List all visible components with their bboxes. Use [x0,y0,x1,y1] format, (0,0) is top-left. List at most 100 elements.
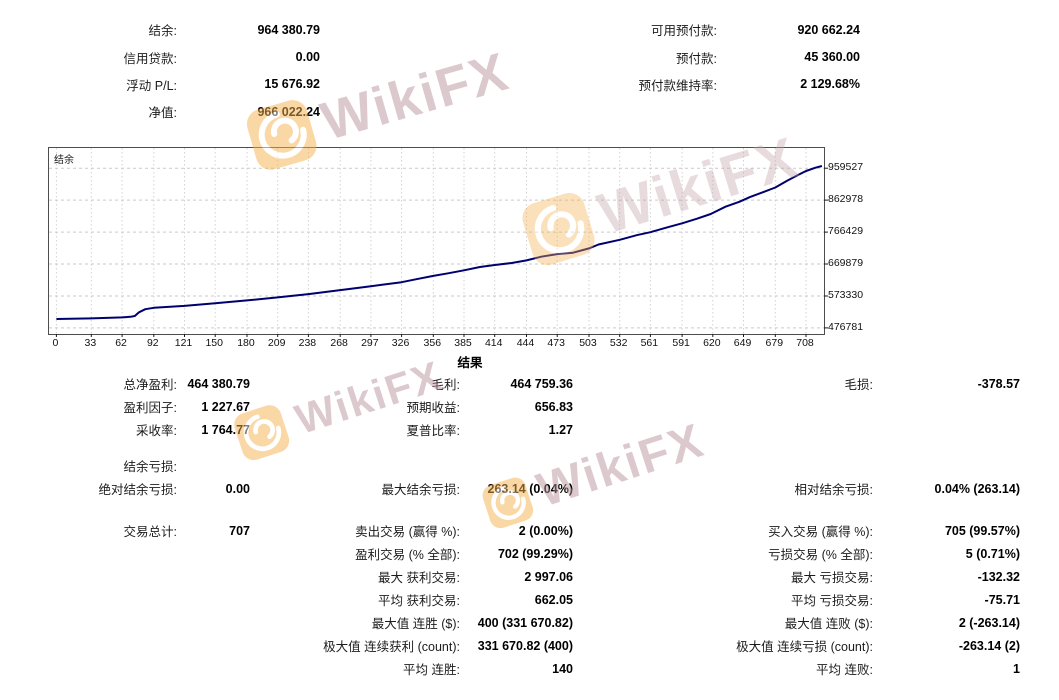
stat-label: 平均 连胜: [403,663,460,677]
stat-label: 夏普比率: [406,424,460,438]
summary-value: 964 380.79 [257,22,320,37]
results-row: 最大值 连胜 ($): 400 (331 670.82) 最大值 连败 ($): 2 … [0,611,1020,634]
summary-label: 浮动 P/L: [126,78,177,93]
x-axis-tick-label: 385 [454,337,472,349]
stat-value: 2 997.06 [524,569,573,584]
summary-value: 15 676.92 [264,77,320,92]
stat-value: 331 670.82 (400) [477,638,573,653]
stat-value: 705 (99.57%) [944,523,1020,538]
summary-row: 浮动 P/L: 15 676.92 [0,71,320,98]
stat-value: 5 (0.71%) [965,546,1020,561]
stat-value: -132.32 [977,569,1020,584]
results-header: 结果 [457,356,483,370]
stat-label: 平均 连败: [816,663,873,677]
x-axis-tick-label: 121 [174,337,193,349]
stat-label: 亏损交易 (% 全部): [768,548,873,562]
summary-row: 信用贷款: 0.00 [0,43,320,70]
results-row: 极大值 连续获利 (count): 331 670.82 (400) 极大值 连续亏… [0,634,1020,657]
stat-label: 平均 获利交易: [378,594,460,608]
stat-value: -75.71 [984,592,1020,607]
x-axis-tick-label: 0 [52,337,59,349]
x-axis-tick-label: 92 [146,337,159,349]
x-axis-tick-label: 444 [516,337,535,349]
y-axis-tick-label: 766429 [828,225,864,238]
summary-row: 结余: 964 380.79 [0,16,320,43]
stat-value: 2 (-263.14) [958,615,1020,630]
summary-value: 45 360.00 [804,50,860,65]
summary-label: 信用贷款: [123,51,177,66]
stat-value: -378.57 [977,376,1020,391]
x-axis-tick-label: 297 [361,337,379,349]
y-axis-tick-label: 669879 [828,257,864,270]
account-summary-right: 可用预付款: 920 662.24 预付款: 45 360.00 预付款维持率: 2 12… [540,16,860,98]
stat-value: 400 (331 670.82) [477,615,573,630]
stat-label: 预期收益: [406,401,460,415]
summary-value: 966 022.24 [257,104,320,119]
stat-value: -263.14 (2) [958,638,1020,653]
x-axis-tick-label: 268 [330,337,348,349]
results-row: 盈利交易 (% 全部): 702 (99.29%) 亏损交易 (% 全部): 5 (0… [0,542,1020,565]
stat-value: 0.04% (263.14) [934,481,1020,496]
results-row: 盈利因子: 1 227.67 预期收益: 656.83 [0,395,1020,418]
summary-label: 预付款: [676,51,717,66]
stat-value: 656.83 [534,399,573,414]
stat-value: 662.05 [534,592,573,607]
stat-value: 702 (99.29%) [497,546,573,561]
summary-row: 预付款: 45 360.00 [540,43,860,70]
stat-value: 140 [552,661,573,676]
summary-row: 净值: 966 022.24 [0,98,320,125]
summary-row: 可用预付款: 920 662.24 [540,16,860,43]
stat-value: 2 (0.00%) [518,523,573,538]
balance-chart: 结余 [48,147,828,337]
stat-label: 盈利交易 (% 全部): [355,548,460,562]
stat-label: 交易总计: [123,525,177,539]
y-axis-tick-label: 573330 [828,288,864,301]
chart-x-axis: 0 33 62 92 121 150 180 209 238 268 297 326 356 385 414… [48,337,833,349]
account-summary-left: 结余: 964 380.79 信用贷款: 0.00 浮动 P/L: 15 676.92 净值… [0,16,320,126]
results-table: 总净盈利: 464 380.79 毛利: 464 759.36 毛损: -378.57 盈利… [0,372,1020,680]
y-axis-tick-label: 959527 [828,161,864,174]
summary-label: 净值: [148,106,177,121]
results-row: 交易总计: 707 卖出交易 (赢得 %): 2 (0.00%) 买入交易 (赢得 %)… [0,519,1020,542]
wikifx-watermark-text: WikiFX [314,41,516,152]
chart-y-axis: 476781 573330 669879 766429 862978 959527 [828,147,878,333]
stat-label: 绝对结余亏损: [98,483,177,497]
x-axis-tick-label: 503 [579,337,597,349]
stat-label: 采收率: [136,424,177,438]
stat-value: 1 [1013,661,1020,676]
stat-value: 1 764.77 [201,422,250,437]
balance-curve [49,148,828,337]
x-axis-tick-label: 180 [237,337,255,349]
stat-label: 极大值 连续亏损 (count): [736,640,873,654]
stat-label: 平均 亏损交易: [791,594,873,608]
stat-label: 盈利因子: [123,401,177,415]
results-row: 绝对结余亏损: 0.00 最大结余亏损: 263.14 (0.04%) 相对结余亏损: 0… [0,477,1020,500]
stat-label: 最大结余亏损: [381,483,460,497]
x-axis-tick-label: 532 [609,337,628,349]
x-axis-tick-label: 679 [765,337,784,349]
summary-label: 可用预付款: [651,24,717,39]
y-axis-tick-label: 476781 [828,320,864,333]
x-axis-tick-label: 708 [796,337,814,349]
x-axis-tick-label: 561 [640,337,659,349]
summary-value: 920 662.24 [797,22,860,37]
stat-label: 最大 亏损交易: [791,571,873,585]
x-axis-tick-label: 238 [298,337,317,349]
x-axis-tick-label: 356 [423,337,442,349]
stat-value: 464 759.36 [510,376,573,391]
stat-label: 总净盈利: [123,378,177,392]
x-axis-tick-label: 620 [703,337,721,349]
stat-value: 0.00 [225,481,250,496]
stat-label: 最大 获利交易: [378,571,460,585]
summary-label: 结余: [148,24,177,39]
stat-label: 卖出交易 (赢得 %): [355,525,460,539]
results-row: 平均 获利交易: 662.05 平均 亏损交易: -75.71 [0,588,1020,611]
stat-label: 相对结余亏损: [794,483,873,497]
results-row: 最大 获利交易: 2 997.06 最大 亏损交易: -132.32 [0,565,1020,588]
x-axis-tick-label: 209 [267,337,286,349]
summary-value: 0.00 [295,50,320,65]
stat-label: 极大值 连续获利 (count): [323,640,460,654]
stat-label: 结余亏损: [123,460,177,474]
stat-value: 707 [229,523,250,538]
